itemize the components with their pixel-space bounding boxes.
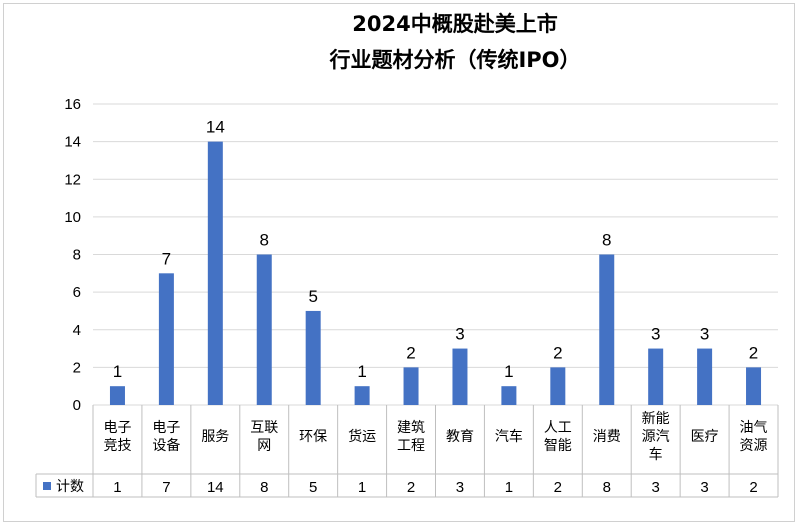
table-value: 2 [407,479,415,496]
table-value: 2 [554,479,562,496]
bar [158,273,174,405]
y-tick-label: 10 [64,209,81,226]
category-label: 医疗 [691,429,719,445]
y-tick-label: 2 [73,359,81,376]
category-label: 新能 [642,411,670,427]
table-value: 1 [358,479,366,496]
table-value: 1 [113,479,121,496]
table-value: 3 [700,479,708,496]
y-tick-label: 8 [73,247,81,264]
y-tick-label: 14 [64,134,81,151]
data-label: 3 [455,325,464,344]
table-value: 8 [260,479,268,496]
table-value: 1 [505,479,513,496]
y-tick-label: 0 [73,397,81,414]
bar [452,348,468,405]
table-value: 8 [603,479,611,496]
bar [599,254,615,405]
category-label: 建筑 [397,420,425,436]
data-label: 2 [749,343,758,362]
bars [109,141,762,405]
data-label: 1 [113,362,122,381]
data-label: 2 [406,343,415,362]
data-label: 2 [553,343,562,362]
category-label: 货运 [348,428,376,445]
data-label: 8 [602,231,611,250]
legend-series-name: 计数 [56,479,84,495]
table-value: 7 [162,479,170,496]
table-value: 2 [749,479,757,496]
category-label: 电子 [103,420,131,436]
bar [697,348,713,405]
bar [109,386,125,405]
bar [550,367,566,405]
bar [648,348,664,405]
category-label: 服务 [201,429,229,445]
y-axis-ticks: 0 2 4 6 8 10 12 14 16 [64,96,81,414]
chart-title-line-1: 2024中概股赴美上市 [352,12,557,36]
bar [501,386,517,405]
category-label: 油气 [740,420,768,436]
y-tick-label: 4 [73,322,81,339]
category-label: 电子 [152,420,180,436]
table-value: 3 [456,479,464,496]
table-value: 3 [652,479,660,496]
data-label: 3 [700,325,709,344]
category-label: 环保 [299,429,327,445]
bar [256,254,272,405]
bar [746,367,762,405]
chart-title-line-2: 行业题材分析（传统IPO） [328,48,580,72]
data-labels: 1 7 14 8 5 1 2 3 1 2 8 3 3 2 [113,118,759,382]
data-label: 1 [504,362,513,381]
data-label: 8 [260,231,269,250]
category-label: 源汽 [642,429,670,445]
bar [207,141,223,405]
data-label: 7 [162,249,171,268]
legend-swatch [43,482,51,490]
category-label: 消费 [593,429,621,445]
y-tick-label: 16 [64,96,81,113]
category-label: 人工 [544,420,572,436]
chart-frame [3,3,795,522]
category-label: 网 [257,438,271,454]
data-table: 计数电子竞技1电子设备7服务14互联网8环保5货运1建筑工程2教育3汽车1人工智… [35,405,779,498]
y-tick-label: 12 [64,171,81,188]
category-label: 汽车 [495,428,523,445]
bar [305,310,321,405]
category-label: 资源 [740,438,768,454]
category-label: 设备 [152,437,180,454]
category-label: 智能 [544,438,572,454]
category-label: 车 [649,446,663,463]
table-value: 14 [207,479,224,496]
category-label: 竞技 [103,437,131,454]
gridlines [93,103,778,406]
data-label: 14 [206,118,225,137]
category-label: 工程 [397,438,425,454]
bar [354,386,370,405]
bar [403,367,419,405]
category-label: 教育 [446,429,474,445]
data-label: 3 [651,325,660,344]
table-value: 5 [309,479,317,496]
data-label: 1 [357,362,366,381]
data-label: 5 [308,287,317,306]
category-label: 互联 [250,420,278,436]
y-tick-label: 6 [73,284,81,301]
